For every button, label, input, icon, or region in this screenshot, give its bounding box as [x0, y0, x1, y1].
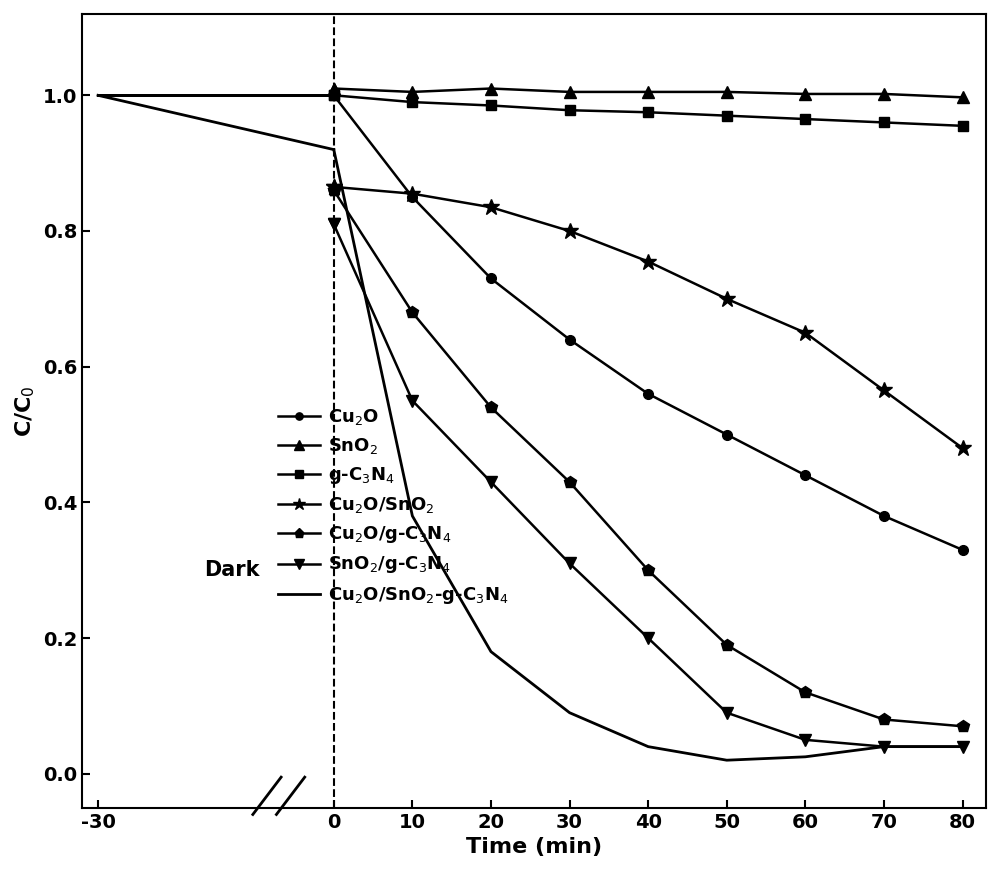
Legend: Cu$_2$O, SnO$_2$, g-C$_3$N$_4$, Cu$_2$O/SnO$_2$, Cu$_2$O/g-C$_3$N$_4$, SnO$_2$/g: Cu$_2$O, SnO$_2$, g-C$_3$N$_4$, Cu$_2$O/… — [271, 400, 515, 612]
X-axis label: Time (min): Time (min) — [466, 837, 602, 857]
Y-axis label: C/C$_0$: C/C$_0$ — [14, 385, 37, 436]
Text: Dark: Dark — [204, 560, 259, 580]
